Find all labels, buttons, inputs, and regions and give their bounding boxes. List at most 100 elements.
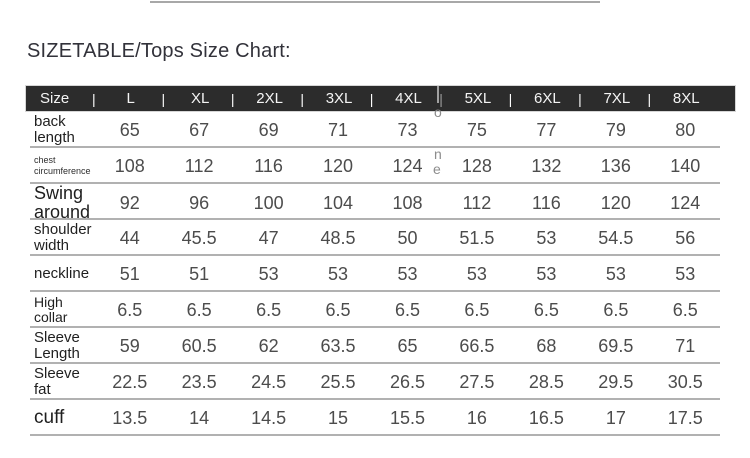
cell-value: 13.5 (112, 407, 148, 428)
cell-value: 6.5 (256, 299, 282, 320)
watermark-letter: e (433, 161, 441, 177)
cell-value: 27.5 (459, 371, 495, 392)
column-separator: | (508, 90, 513, 107)
watermark-letter: n (434, 146, 442, 162)
row-label: High collar (34, 293, 68, 325)
row-label: back length (34, 112, 75, 146)
header-cell-label: 5XL (464, 90, 492, 107)
cell-value: 53 (536, 227, 557, 248)
cell-value: 53 (328, 263, 349, 284)
size-table: Size | L | XL | 2XL | 3XL | 4XL | 5XL | 6XL | 7X… (25, 85, 738, 436)
cell-value: 53 (675, 263, 696, 284)
table-row-neckline: neckline 51 51 53 53 53 53 53 53 53 (25, 256, 720, 292)
cell-value: 29.5 (598, 371, 634, 392)
cell-value: 67 (189, 119, 210, 140)
cell-value: 53 (258, 263, 279, 284)
cell-value: 53 (466, 263, 487, 284)
cell-value: 112 (184, 155, 214, 176)
column-separator: | (230, 90, 235, 107)
watermark-letter: o (434, 104, 442, 120)
header-cell-label: 4XL (395, 90, 422, 107)
cell-value: 108 (392, 192, 423, 213)
cell-value: 44 (119, 227, 140, 248)
cell-value: 17 (605, 407, 626, 428)
header-cell-label: 7XL (603, 90, 631, 107)
cell-value: 73 (397, 119, 418, 140)
table-row-cuff: cuff 13.5 14 14.5 15 15.5 16 16.5 17 17.… (25, 400, 720, 436)
cell-value: 22.5 (112, 371, 148, 392)
cell-value: 6.5 (464, 299, 490, 320)
cell-value: 132 (531, 155, 562, 176)
header-cell-4xl: | 4XL (370, 90, 443, 107)
cell-value: 59 (119, 335, 140, 356)
table-row-swing-around: Swing around 92 96 100 104 108 112 116 1… (25, 183, 720, 223)
cell-value: 45.5 (181, 227, 217, 248)
watermark-line (437, 86, 439, 103)
cell-value: 53 (605, 263, 626, 284)
cell-value: 65 (397, 335, 418, 356)
cell-value: 140 (670, 155, 701, 176)
cell-value: 128 (461, 155, 492, 176)
cell-value: 16.5 (528, 407, 564, 428)
header-cell-label: 8XL (672, 90, 700, 107)
header-cell-label: 2XL (256, 90, 283, 107)
cell-value: 14.5 (251, 407, 287, 428)
cell-value: 6.5 (325, 299, 351, 320)
cell-value: 6.5 (117, 299, 143, 320)
cell-value: 65 (119, 119, 140, 140)
cell-value: 120 (323, 155, 354, 176)
header-cell-label: 6XL (534, 90, 561, 107)
header-cell-8xl: | 8XL (648, 90, 721, 107)
cell-value: 53 (397, 263, 418, 284)
row-label: chest circumference (34, 154, 91, 176)
header-grid: Size | L | XL | 2XL | 3XL | 4XL | 5XL | 6XL | 7X… (26, 86, 721, 111)
cell-value: 104 (323, 192, 354, 213)
cell-value: 79 (605, 119, 626, 140)
header-cell-size: Size (40, 90, 70, 107)
table-row-sleeve-fat: Sleeve fat 22.5 23.5 24.5 25.5 26.5 27.5… (25, 364, 720, 400)
cell-value: 80 (675, 119, 696, 140)
cell-value: 96 (189, 192, 210, 213)
cell-value: 6.5 (186, 299, 212, 320)
cell-value: 15 (328, 407, 349, 428)
cell-value: 69 (258, 119, 279, 140)
row-label: Swing around (34, 183, 91, 223)
column-separator: | (647, 90, 652, 107)
cell-value: 112 (462, 192, 492, 213)
table-row-high-collar: High collar 6.5 6.5 6.5 6.5 6.5 6.5 6.5 … (25, 292, 720, 328)
column-separator: | (161, 90, 166, 107)
cell-value: 6.5 (603, 299, 629, 320)
table-row-chest-circumference: chest circumference 108 112 116 120 124 … (25, 148, 720, 184)
cell-value: 23.5 (181, 371, 217, 392)
header-cell-7xl: | 7XL (578, 90, 651, 107)
cell-value: 63.5 (320, 335, 356, 356)
cell-value: 17.5 (667, 407, 703, 428)
header-cell-label: 3XL (325, 90, 353, 107)
table-row-sleeve-length: Sleeve Length 59 60.5 62 63.5 65 66.5 68… (25, 328, 720, 364)
cell-value: 108 (114, 155, 145, 176)
table-row-back-length: back length 65 67 69 71 73 75 77 79 80 (25, 112, 720, 148)
cell-value: 69.5 (598, 335, 634, 356)
cell-value: 14 (189, 407, 210, 428)
cell-value: 71 (328, 119, 349, 140)
cell-value: 60.5 (181, 335, 217, 356)
cell-value: 28.5 (528, 371, 564, 392)
cell-value: 47 (258, 227, 279, 248)
cell-value: 16 (466, 407, 487, 428)
cell-value: 77 (536, 119, 557, 140)
row-label: Sleeve Length (34, 328, 80, 362)
cell-value: 26.5 (389, 371, 426, 392)
cell-value: 48.5 (320, 227, 356, 248)
cell-value: 120 (600, 192, 631, 213)
cell-value: 68 (536, 335, 557, 356)
cell-value: 51.5 (459, 227, 495, 248)
cell-value: 15.5 (389, 407, 426, 428)
cell-value: 24.5 (251, 371, 287, 392)
column-separator: | (300, 90, 304, 107)
size-table-header: Size | L | XL | 2XL | 3XL | 4XL | 5XL | 6XL | 7X… (25, 85, 736, 112)
column-separator: | (92, 90, 96, 107)
cell-value: 116 (532, 192, 561, 213)
page-title: SIZETABLE/Tops Size Chart: (27, 40, 291, 62)
top-divider-line (150, 1, 600, 3)
